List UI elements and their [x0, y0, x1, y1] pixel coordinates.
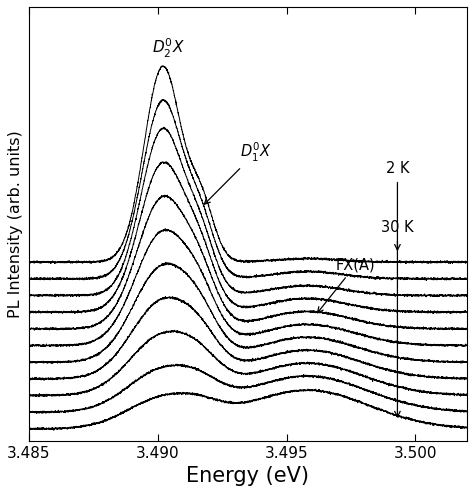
Text: 30 K: 30 K [381, 219, 414, 235]
Y-axis label: PL Intensity (arb. units): PL Intensity (arb. units) [8, 130, 23, 317]
Text: 2 K: 2 K [386, 161, 409, 176]
Text: $D_2^0X$: $D_2^0X$ [152, 37, 184, 60]
Text: FX(A): FX(A) [318, 258, 375, 313]
Text: $D_1^0X$: $D_1^0X$ [204, 141, 272, 204]
X-axis label: Energy (eV): Energy (eV) [186, 466, 310, 486]
